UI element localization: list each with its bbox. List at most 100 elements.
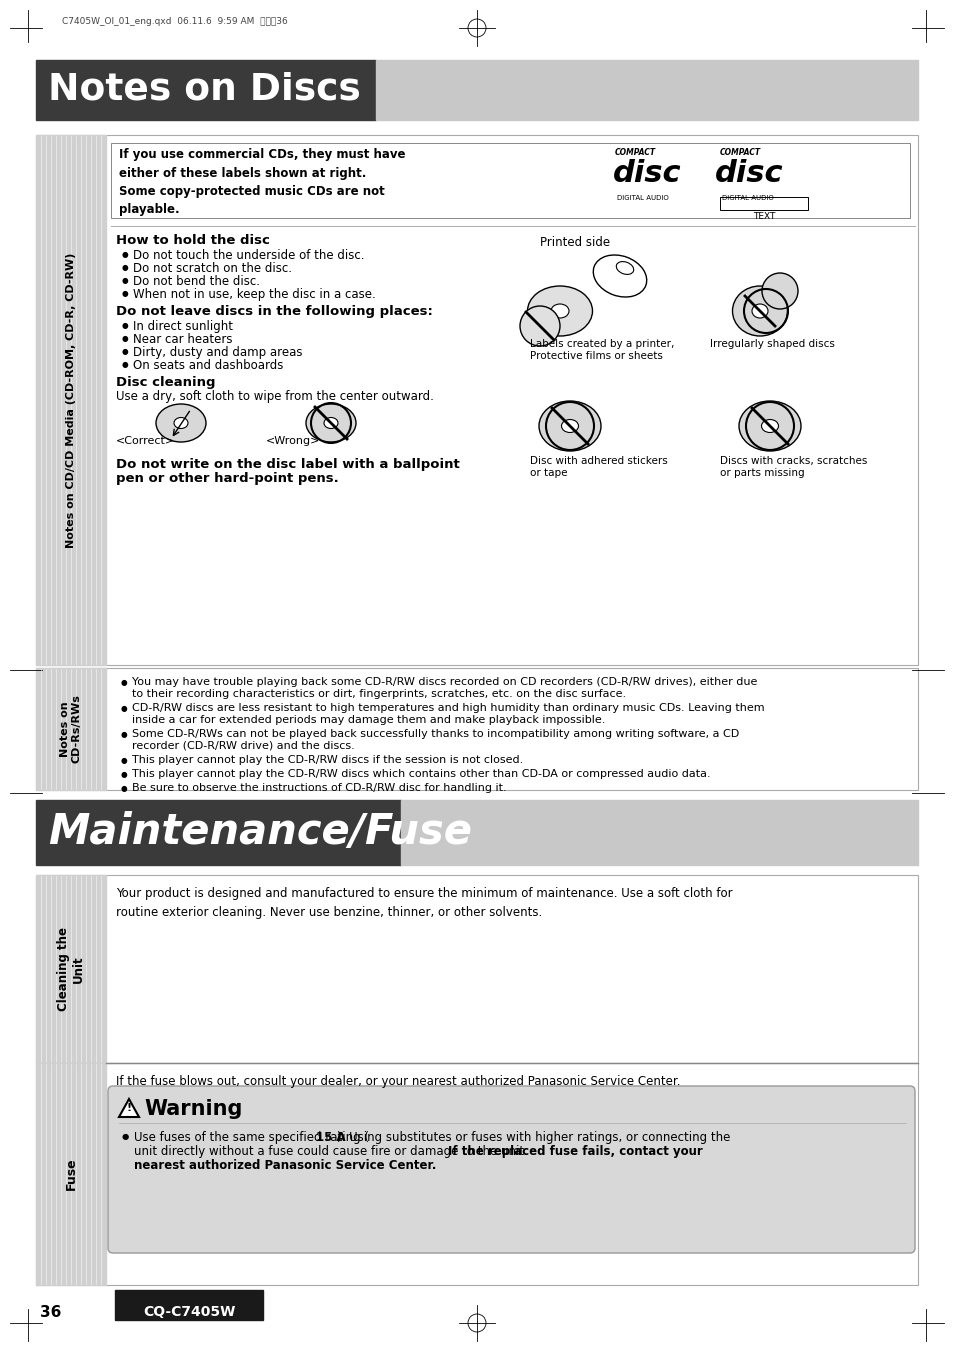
Polygon shape: [119, 1098, 139, 1117]
Text: ●: ●: [121, 730, 128, 739]
Ellipse shape: [156, 404, 206, 442]
Text: ●: ●: [122, 1132, 129, 1142]
Text: If you use commercial CDs, they must have
either of these labels shown at right.: If you use commercial CDs, they must hav…: [119, 149, 405, 216]
Text: Be sure to observe the instructions of CD-R/RW disc for handling it.: Be sure to observe the instructions of C…: [132, 784, 506, 793]
Text: Do not scratch on the disc.: Do not scratch on the disc.: [132, 262, 292, 276]
Text: 15 A: 15 A: [315, 1131, 345, 1144]
Bar: [36, 800, 400, 865]
Text: nearest authorized Panasonic Service Center.: nearest authorized Panasonic Service Cen…: [133, 1159, 436, 1173]
Text: Printed side: Printed side: [539, 236, 610, 249]
Text: Notes on CD/CD Media (CD-ROM, CD-R, CD-RW): Notes on CD/CD Media (CD-ROM, CD-R, CD-R…: [66, 253, 76, 547]
Bar: [375, 59, 917, 120]
Ellipse shape: [551, 304, 568, 317]
Text: to their recording characteristics or dirt, fingerprints, scratches, etc. on the: to their recording characteristics or di…: [132, 689, 625, 698]
Text: Disc cleaning: Disc cleaning: [116, 376, 215, 389]
Text: Discs with cracks, scratches: Discs with cracks, scratches: [720, 457, 866, 466]
Text: Do not leave discs in the following places:: Do not leave discs in the following plac…: [116, 305, 433, 317]
Text: ●: ●: [121, 678, 128, 688]
Bar: [36, 875, 917, 1063]
FancyBboxPatch shape: [108, 1086, 914, 1252]
Text: <Correct>: <Correct>: [116, 436, 175, 446]
Text: DIGITAL AUDIO: DIGITAL AUDIO: [617, 195, 668, 201]
Bar: [111, 143, 909, 218]
Text: Notes on
CD-Rs/RWs: Notes on CD-Rs/RWs: [60, 694, 82, 763]
Text: DIGITAL AUDIO: DIGITAL AUDIO: [721, 195, 773, 201]
Text: pen or other hard-point pens.: pen or other hard-point pens.: [116, 471, 338, 485]
Bar: [720, 197, 807, 209]
Text: Your product is designed and manufactured to ensure the minimum of maintenance. : Your product is designed and manufacture…: [116, 888, 732, 919]
Bar: [36, 135, 917, 665]
Text: Cleaning the
Unit: Cleaning the Unit: [57, 927, 85, 1011]
Text: ●: ●: [122, 289, 129, 299]
Text: Some CD-R/RWs can not be played back successfully thanks to incompatibility amon: Some CD-R/RWs can not be played back suc…: [132, 730, 739, 739]
Text: Use a dry, soft cloth to wipe from the center outward.: Use a dry, soft cloth to wipe from the c…: [116, 390, 434, 403]
Text: If the replaced fuse fails, contact your: If the replaced fuse fails, contact your: [448, 1146, 702, 1158]
Text: Do not write on the disc label with a ballpoint: Do not write on the disc label with a ba…: [116, 458, 459, 471]
Text: recorder (CD-R/RW drive) and the discs.: recorder (CD-R/RW drive) and the discs.: [132, 740, 355, 751]
Text: How to hold the disc: How to hold the disc: [116, 234, 270, 247]
Text: Irregularly shaped discs: Irregularly shaped discs: [709, 339, 834, 349]
Ellipse shape: [538, 401, 600, 451]
Ellipse shape: [732, 286, 786, 336]
Text: ●: ●: [122, 250, 129, 259]
Bar: [400, 800, 917, 865]
Text: Dirty, dusty and damp areas: Dirty, dusty and damp areas: [132, 346, 302, 359]
Text: ●: ●: [121, 784, 128, 793]
Text: In direct sunlight: In direct sunlight: [132, 320, 233, 332]
Text: !: !: [127, 1102, 132, 1113]
Text: Do not touch the underside of the disc.: Do not touch the underside of the disc.: [132, 249, 364, 262]
Text: CD-R/RW discs are less resistant to high temperatures and high humidity than ord: CD-R/RW discs are less resistant to high…: [132, 703, 763, 713]
Text: ●: ●: [121, 704, 128, 713]
Bar: [36, 667, 106, 790]
Text: Do not bend the disc.: Do not bend the disc.: [132, 276, 260, 288]
Text: ●: ●: [122, 263, 129, 272]
Bar: [115, 1290, 263, 1320]
Text: or parts missing: or parts missing: [720, 467, 803, 478]
Ellipse shape: [306, 404, 355, 442]
Text: ). Using substitutes or fuses with higher ratings, or connecting the: ). Using substitutes or fuses with highe…: [336, 1131, 729, 1144]
Bar: [36, 59, 375, 120]
Text: ●: ●: [122, 347, 129, 357]
Circle shape: [519, 305, 559, 346]
Ellipse shape: [324, 417, 337, 428]
Ellipse shape: [561, 420, 578, 432]
Text: ●: ●: [121, 770, 128, 780]
Ellipse shape: [173, 417, 188, 428]
Text: You may have trouble playing back some CD-R/RW discs recorded on CD recorders (C: You may have trouble playing back some C…: [132, 677, 757, 688]
Text: 36: 36: [40, 1305, 61, 1320]
Text: ●: ●: [122, 334, 129, 343]
Text: disc: disc: [613, 159, 680, 188]
Text: <Wrong>: <Wrong>: [266, 436, 320, 446]
Text: or tape: or tape: [530, 467, 567, 478]
Text: Near car heaters: Near car heaters: [132, 332, 233, 346]
Circle shape: [761, 273, 797, 309]
Text: This player cannot play the CD-R/RW discs which contains other than CD-DA or com: This player cannot play the CD-R/RW disc…: [132, 769, 710, 780]
Text: Fuse: Fuse: [65, 1158, 77, 1190]
Ellipse shape: [739, 401, 801, 451]
Text: Notes on Discs: Notes on Discs: [48, 72, 360, 108]
Ellipse shape: [760, 420, 778, 432]
Text: Use fuses of the same specified rating (: Use fuses of the same specified rating (: [133, 1131, 369, 1144]
Text: Protective films or sheets: Protective films or sheets: [530, 351, 662, 361]
Text: ●: ●: [122, 276, 129, 285]
Bar: [36, 1063, 106, 1285]
Text: CQ-C7405W: CQ-C7405W: [143, 1305, 235, 1319]
Text: Disc with adhered stickers: Disc with adhered stickers: [530, 457, 667, 466]
Text: ●: ●: [122, 359, 129, 369]
Text: inside a car for extended periods may damage them and make playback impossible.: inside a car for extended periods may da…: [132, 715, 605, 725]
Text: Maintenance/Fuse: Maintenance/Fuse: [48, 812, 472, 854]
Text: Warning: Warning: [144, 1098, 242, 1119]
Text: unit directly without a fuse could cause fire or damage to the unit.: unit directly without a fuse could cause…: [133, 1146, 531, 1158]
Ellipse shape: [751, 304, 767, 317]
Bar: [36, 135, 106, 665]
Text: If the fuse blows out, consult your dealer, or your nearest authorized Panasonic: If the fuse blows out, consult your deal…: [116, 1075, 679, 1088]
Bar: [36, 667, 917, 790]
Ellipse shape: [527, 286, 592, 336]
Text: When not in use, keep the disc in a case.: When not in use, keep the disc in a case…: [132, 288, 375, 301]
Text: COMPACT: COMPACT: [615, 149, 656, 157]
Text: ●: ●: [121, 757, 128, 765]
Text: On seats and dashboards: On seats and dashboards: [132, 359, 283, 372]
Text: C7405W_OI_01_eng.qxd  06.11.6  9:59 AM  ページ36: C7405W_OI_01_eng.qxd 06.11.6 9:59 AM ページ…: [62, 18, 288, 27]
Text: TEXT: TEXT: [752, 212, 775, 222]
Text: ●: ●: [122, 322, 129, 330]
